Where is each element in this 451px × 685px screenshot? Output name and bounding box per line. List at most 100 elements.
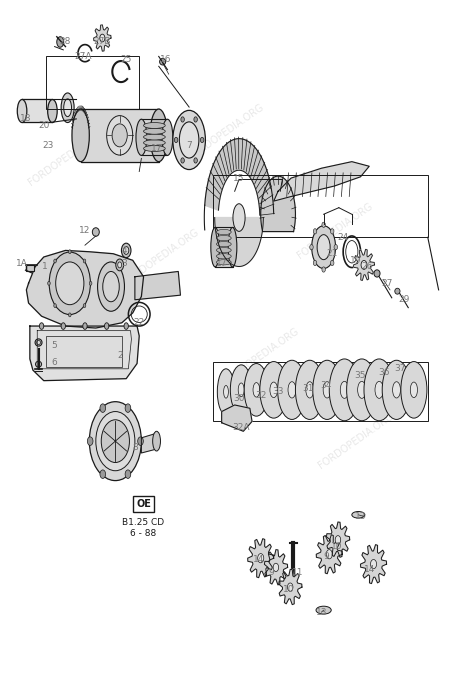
Ellipse shape: [54, 303, 56, 308]
Text: 9: 9: [268, 568, 274, 577]
Ellipse shape: [55, 262, 84, 305]
Ellipse shape: [315, 606, 331, 614]
Text: 10: 10: [282, 584, 294, 594]
Ellipse shape: [193, 158, 197, 163]
Text: 30: 30: [233, 394, 244, 403]
Text: 13: 13: [315, 608, 327, 616]
Ellipse shape: [47, 282, 50, 285]
Ellipse shape: [64, 99, 71, 116]
Ellipse shape: [321, 267, 325, 272]
Polygon shape: [26, 251, 143, 328]
Ellipse shape: [210, 227, 219, 267]
Polygon shape: [273, 162, 368, 201]
Text: 34: 34: [319, 381, 331, 390]
Text: 10: 10: [330, 542, 342, 551]
Polygon shape: [264, 549, 287, 585]
Ellipse shape: [83, 303, 86, 308]
Bar: [212, 175, 427, 237]
Ellipse shape: [223, 386, 228, 398]
Ellipse shape: [159, 58, 166, 65]
Polygon shape: [260, 176, 295, 232]
Ellipse shape: [216, 242, 231, 247]
Bar: [212, 362, 427, 421]
Text: 11: 11: [291, 568, 303, 577]
Text: 27B: 27B: [93, 37, 111, 46]
Ellipse shape: [174, 137, 177, 142]
Ellipse shape: [238, 383, 244, 397]
Ellipse shape: [69, 313, 71, 317]
Polygon shape: [360, 545, 386, 584]
Text: 28: 28: [60, 37, 71, 46]
Ellipse shape: [180, 158, 184, 163]
Ellipse shape: [106, 116, 133, 155]
Polygon shape: [316, 535, 341, 574]
Ellipse shape: [35, 339, 42, 346]
Ellipse shape: [96, 412, 134, 471]
Polygon shape: [22, 99, 52, 122]
Ellipse shape: [54, 259, 56, 263]
Ellipse shape: [244, 364, 268, 416]
Text: 8: 8: [132, 443, 138, 452]
Bar: [46, 336, 122, 367]
Ellipse shape: [326, 549, 331, 559]
Text: 4: 4: [121, 246, 127, 255]
Ellipse shape: [333, 245, 337, 250]
Ellipse shape: [216, 253, 231, 259]
Text: 35: 35: [354, 371, 365, 380]
Text: 29: 29: [397, 295, 409, 304]
Ellipse shape: [89, 282, 92, 285]
Ellipse shape: [217, 369, 234, 415]
Ellipse shape: [100, 34, 105, 42]
Text: 37: 37: [393, 364, 405, 373]
Ellipse shape: [321, 222, 325, 227]
Ellipse shape: [228, 227, 236, 267]
Text: 27A: 27A: [74, 52, 92, 61]
Ellipse shape: [143, 140, 165, 146]
Ellipse shape: [269, 382, 277, 397]
Ellipse shape: [272, 563, 278, 571]
Text: 32: 32: [254, 390, 266, 399]
Ellipse shape: [61, 323, 65, 329]
Ellipse shape: [143, 123, 165, 129]
Ellipse shape: [370, 560, 376, 569]
Ellipse shape: [374, 382, 382, 399]
Ellipse shape: [47, 99, 57, 123]
Ellipse shape: [232, 203, 244, 232]
Ellipse shape: [216, 236, 231, 240]
Polygon shape: [80, 109, 158, 162]
Ellipse shape: [143, 128, 165, 134]
Text: 17: 17: [216, 259, 227, 268]
Ellipse shape: [87, 437, 93, 445]
Ellipse shape: [257, 553, 263, 563]
Text: 21: 21: [326, 249, 337, 258]
Ellipse shape: [330, 229, 333, 234]
Polygon shape: [215, 227, 232, 267]
Ellipse shape: [61, 93, 74, 123]
Ellipse shape: [92, 227, 99, 236]
Ellipse shape: [357, 382, 365, 399]
Text: 5: 5: [51, 341, 57, 350]
Ellipse shape: [100, 470, 106, 478]
Ellipse shape: [17, 99, 27, 123]
Ellipse shape: [69, 250, 71, 253]
Ellipse shape: [253, 383, 259, 397]
Ellipse shape: [49, 252, 90, 314]
Ellipse shape: [101, 420, 129, 462]
Text: FORDOPEDIA.ORG: FORDOPEDIA.ORG: [186, 102, 265, 162]
Ellipse shape: [121, 243, 131, 258]
Ellipse shape: [152, 432, 160, 451]
Text: 2: 2: [117, 351, 122, 360]
Ellipse shape: [216, 260, 231, 265]
Text: 1: 1: [41, 262, 47, 271]
Ellipse shape: [322, 382, 330, 398]
Polygon shape: [247, 538, 273, 577]
Polygon shape: [204, 138, 273, 215]
Ellipse shape: [382, 360, 410, 419]
Ellipse shape: [102, 271, 119, 301]
Ellipse shape: [117, 262, 121, 268]
Polygon shape: [326, 522, 349, 558]
Ellipse shape: [150, 109, 167, 162]
Text: 6 - 88: 6 - 88: [130, 529, 156, 538]
Ellipse shape: [180, 117, 184, 122]
Ellipse shape: [39, 323, 44, 329]
